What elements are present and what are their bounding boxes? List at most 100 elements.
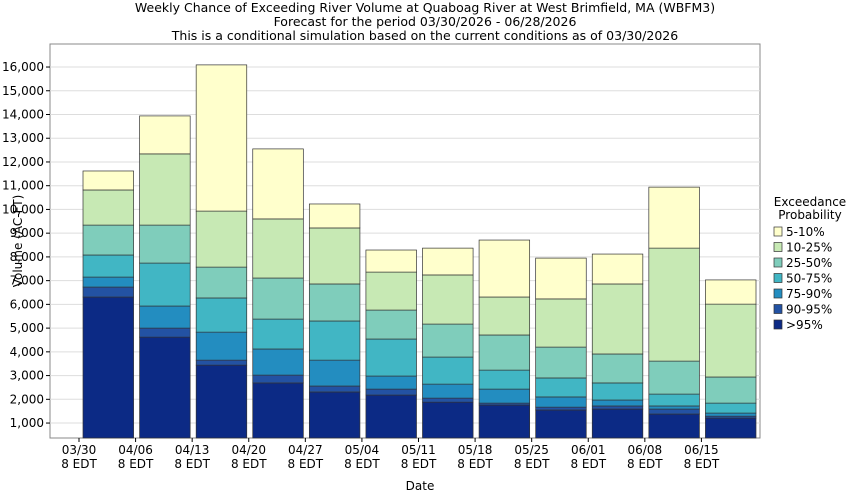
x-tick-label: 05/11 8 EDT	[401, 443, 437, 471]
bar-segment	[82, 189, 134, 226]
legend-label: 25-50%	[786, 256, 832, 270]
bar-segment	[705, 417, 757, 439]
bar-segment	[365, 309, 417, 340]
bar-segment	[195, 331, 248, 361]
bar-segment	[252, 374, 304, 384]
bar-segment	[591, 353, 644, 384]
x-tick-label-line: 06/08	[628, 443, 663, 457]
x-tick-label-line: 8 EDT	[514, 457, 550, 471]
bar-segment	[591, 408, 644, 439]
bar-segment	[195, 210, 248, 268]
x-tick-label-line: 8 EDT	[684, 457, 720, 471]
bar-segment	[139, 305, 191, 329]
bar-segment	[195, 359, 248, 366]
legend-title-line: Probability	[778, 208, 841, 222]
legend-swatch	[773, 242, 783, 252]
bar-segment	[478, 239, 531, 298]
bar-segment	[195, 266, 248, 299]
x-tick-label-line: 06/15	[684, 443, 719, 457]
x-tick-label: 04/20 8 EDT	[231, 443, 267, 471]
bar-segment	[705, 303, 757, 378]
x-tick-label-line: 8 EDT	[61, 457, 97, 471]
bar-segment	[591, 283, 644, 355]
y-tick-label: 14,000	[2, 107, 44, 121]
x-tick-label-line: 05/11	[401, 443, 436, 457]
y-tick-label: 4,000	[10, 345, 44, 359]
bar-segment	[535, 257, 587, 300]
bar-segment	[648, 247, 700, 362]
x-tick-label-line: 8 EDT	[570, 457, 606, 471]
bar-segment	[308, 320, 361, 361]
bar-segment	[648, 186, 700, 249]
bar-segment	[478, 296, 531, 336]
bar-segment	[82, 170, 134, 191]
bar-segment	[705, 402, 757, 414]
x-tick-label-line: 04/13	[175, 443, 210, 457]
x-tick-label-line: 8 EDT	[401, 457, 437, 471]
bar-segment	[139, 224, 191, 264]
bar-segment	[648, 408, 700, 415]
bar-segment	[478, 404, 531, 439]
bar-segment	[591, 253, 644, 285]
bar-segment	[478, 334, 531, 371]
legend-swatch	[773, 319, 783, 330]
x-tick-label-line: 8 EDT	[627, 457, 663, 471]
bar-segment	[591, 382, 644, 401]
x-tick-label-line: 8 EDT	[118, 457, 154, 471]
bar-segment	[535, 406, 587, 411]
bar-segment	[139, 115, 191, 155]
x-tick-label-line: 04/20	[231, 443, 266, 457]
bar-segment	[422, 383, 474, 399]
x-tick-label-line: 03/30	[62, 443, 97, 457]
y-tick-label: 1,000	[10, 416, 44, 430]
bar-segment	[308, 385, 361, 393]
bar-segment	[252, 318, 304, 350]
bar-segment	[195, 64, 248, 212]
x-tick-label-line: 04/06	[118, 443, 153, 457]
y-tick-label: 11,000	[2, 179, 44, 193]
bar-segment	[365, 394, 417, 439]
bar-segment	[252, 277, 304, 320]
y-tick-label: 8,000	[10, 250, 44, 264]
bar-segment	[365, 249, 417, 273]
bar-segment	[422, 401, 474, 439]
bar-segment	[422, 323, 474, 358]
legend-title-line: Exceedance	[774, 195, 846, 209]
bar-segment	[478, 388, 531, 404]
bar-segment	[139, 262, 191, 307]
bar-segment	[82, 224, 134, 256]
x-tick-label-line: 8 EDT	[174, 457, 210, 471]
y-tick-label: 16,000	[2, 60, 44, 74]
bar-segment	[422, 274, 474, 325]
bar-segment	[139, 327, 191, 338]
bar-segment	[648, 393, 700, 407]
bar-segment	[365, 375, 417, 390]
x-tick-label: 06/08 8 EDT	[627, 443, 663, 471]
x-tick-label-line: 8 EDT	[288, 457, 324, 471]
legend-swatch	[773, 226, 783, 237]
bar-segment	[308, 359, 361, 387]
bar-segment	[195, 297, 248, 333]
x-tick-label-line: 06/01	[571, 443, 606, 457]
bar-segment	[82, 286, 134, 298]
y-tick-label: 13,000	[2, 131, 44, 145]
legend-label: >95%	[786, 318, 823, 332]
bar-segment	[478, 369, 531, 390]
legend-label: 10-25%	[786, 241, 832, 255]
bar-segment	[252, 382, 304, 439]
legend-swatch	[773, 273, 783, 283]
bar-segment	[535, 396, 587, 408]
legend-label: 90-95%	[786, 303, 832, 317]
legend-title: Exceedance Probability	[774, 195, 846, 222]
y-tick-label: 5,000	[10, 321, 44, 335]
bar-segment	[365, 271, 417, 311]
bar-segment	[535, 377, 587, 398]
x-tick-label-line: 05/25	[514, 443, 549, 457]
x-tick-label: 05/25 8 EDT	[514, 443, 550, 471]
bar-segment	[82, 254, 134, 278]
legend-label: 5-10%	[786, 225, 825, 239]
bar-segment	[308, 391, 361, 439]
y-tick-label: 10,000	[2, 202, 44, 216]
x-tick-label: 03/30 8 EDT	[61, 443, 97, 471]
